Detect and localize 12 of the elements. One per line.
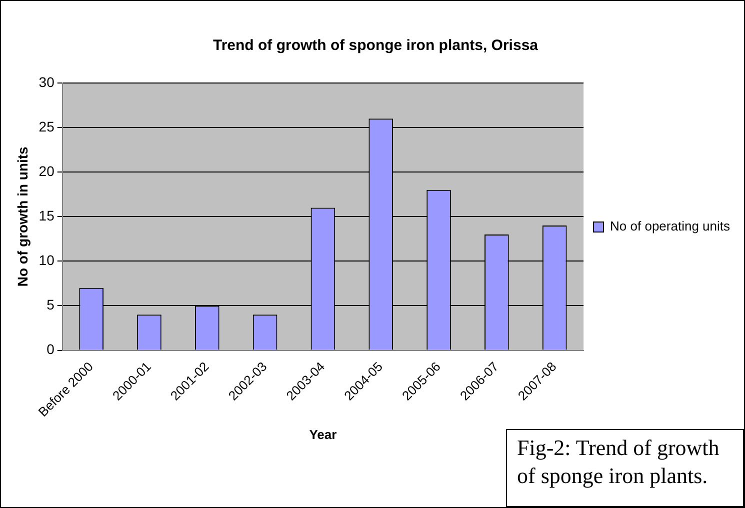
y-tick-label: 20 [38, 162, 55, 179]
legend-label: No of operating units [610, 218, 730, 234]
y-axis-title: No of growth in units [14, 146, 30, 287]
y-tick-label: 25 [38, 118, 55, 134]
y-tick-label: 10 [38, 252, 55, 268]
y-tick-label: 5 [46, 296, 55, 313]
text: Fig-2: Trend of growth of sponge iron plants. [506, 429, 744, 507]
chart-title: Trend of growth of sponge iron plants, Orissa [212, 37, 539, 54]
y-tick-label: 30 [38, 74, 55, 90]
x-axis-title: Year [309, 426, 337, 442]
y-tick-label: 15 [38, 208, 55, 224]
y-tick-label: 0 [46, 341, 55, 358]
